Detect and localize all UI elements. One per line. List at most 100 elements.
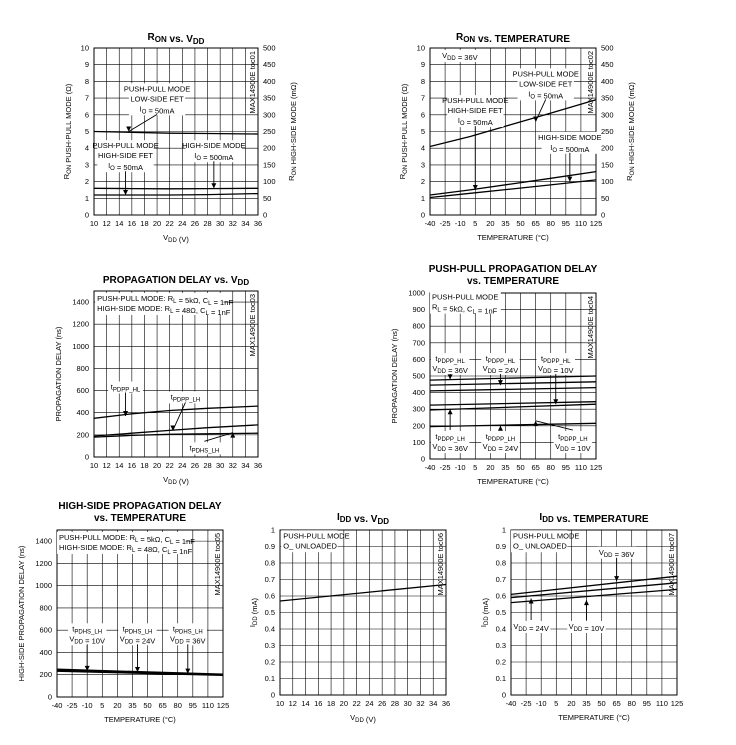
arrow-head xyxy=(497,380,503,386)
x-tick-label: -40 xyxy=(506,699,517,708)
x-tick-label: 22 xyxy=(166,461,174,470)
series-line-1 xyxy=(279,583,447,602)
x-tick-label: 50 xyxy=(597,699,605,708)
x-tick-label: -25 xyxy=(440,463,451,472)
y-tick-label: 0.1 xyxy=(265,674,275,683)
x-tick-label: 28 xyxy=(391,699,399,708)
annotation-text: VDD = 24V xyxy=(483,364,519,375)
y-tick-label: 7 xyxy=(85,94,89,103)
x-axis-label: TEMPERATURE (°C) xyxy=(477,233,549,242)
annotation-text: LOW-SIDE FET xyxy=(130,94,184,103)
y2-tick-label: 200 xyxy=(601,144,614,153)
x-tick-label: 20 xyxy=(486,463,494,472)
chart-title: IDD vs. TEMPERATURE xyxy=(539,512,649,525)
x-tick-label: 125 xyxy=(671,699,684,708)
y-tick-label: 1200 xyxy=(35,559,52,568)
annotation-text: tPDHS_LH xyxy=(173,624,203,635)
annotation-text: LOW-SIDE FET xyxy=(519,79,573,88)
series-line-5 xyxy=(429,403,597,411)
y-tick-label: 5 xyxy=(85,127,89,136)
annotation-text: IO = 50mA xyxy=(458,116,493,127)
y-tick-label: 9 xyxy=(421,60,425,69)
y2-tick-label: 400 xyxy=(263,77,276,86)
annotation-text: VDD = 10V xyxy=(555,442,591,453)
part-code: MAX14900E toc03 xyxy=(248,294,257,357)
x-tick-label: 34 xyxy=(241,461,249,470)
annotation-text: tPDPP_HL xyxy=(111,382,141,393)
x-tick-label: 20 xyxy=(153,219,161,228)
plot-frame xyxy=(279,529,447,696)
y-tick-label: 200 xyxy=(76,430,89,439)
y-tick-label: 0.6 xyxy=(265,592,275,601)
y-tick-label: 0.8 xyxy=(265,559,275,568)
arrow-head xyxy=(123,189,129,195)
x-tick-label: -25 xyxy=(67,701,78,710)
x-tick-label: 32 xyxy=(229,219,237,228)
arrow-head xyxy=(134,666,140,672)
y-tick-label: 3 xyxy=(85,160,89,169)
y-tick-label: 2 xyxy=(85,177,89,186)
annotation-text: tPDPP_LH xyxy=(486,432,515,443)
y2-tick-label: 200 xyxy=(263,144,276,153)
series-line-3 xyxy=(429,179,597,199)
x-tick-label: 14 xyxy=(115,219,123,228)
chart-title: HIGH-SIDE PROPAGATION DELAY xyxy=(58,501,221,512)
x-tick-label: -40 xyxy=(52,701,63,710)
y-tick-label: 500 xyxy=(412,372,425,381)
y2-tick-label: 50 xyxy=(601,194,609,203)
x-axis-label: TEMPERATURE (°C) xyxy=(558,713,630,722)
x-tick-label: 36 xyxy=(254,461,262,470)
y-tick-label: 7 xyxy=(421,94,425,103)
arrow-head xyxy=(211,183,217,189)
plot-frame xyxy=(510,529,678,696)
annotation-bg xyxy=(447,95,504,128)
annotation-text: O_ UNLOADED xyxy=(283,541,337,550)
annotation-bg xyxy=(281,530,338,553)
arrow-head xyxy=(447,374,453,380)
x-tick-label: 16 xyxy=(314,699,322,708)
y-tick-label: 1400 xyxy=(72,298,89,307)
y-tick-label: 600 xyxy=(76,386,89,395)
x-tick-label: 12 xyxy=(289,699,297,708)
annotation-bg xyxy=(97,140,154,173)
annotation-bg xyxy=(541,131,599,154)
x-tick-label: 35 xyxy=(582,699,590,708)
y-axis-label: RON PUSH-PULL MODE (Ω) xyxy=(62,83,73,179)
y2-tick-label: 50 xyxy=(263,194,271,203)
part-code: MAX14900E toc02 xyxy=(586,51,595,114)
arrow-head xyxy=(84,665,90,671)
y-tick-label: 5 xyxy=(421,127,425,136)
annotation-text: VDD = 10V xyxy=(569,622,605,633)
y-tick-label: 0.8 xyxy=(496,559,506,568)
plot-frame xyxy=(56,529,224,698)
x-tick-label: 18 xyxy=(140,219,148,228)
x-tick-label: 30 xyxy=(404,699,412,708)
annotation-bg xyxy=(67,623,107,646)
y2-tick-label: 250 xyxy=(601,127,614,136)
series-line-2 xyxy=(93,187,259,190)
annotation-bg xyxy=(186,442,222,455)
y-tick-label: 0.4 xyxy=(265,625,275,634)
part-code: MAX14900E toc06 xyxy=(436,533,445,596)
series-line-2 xyxy=(429,170,597,196)
plot-frame xyxy=(429,47,597,216)
annotation-text: tPDHS_LH xyxy=(123,624,153,635)
arrow-head xyxy=(447,409,453,415)
y-tick-label: 1 xyxy=(502,526,506,535)
y-tick-label: 1200 xyxy=(72,320,89,329)
y-tick-label: 6 xyxy=(85,110,89,119)
series-line-3 xyxy=(429,386,597,392)
arrow-head xyxy=(123,411,129,417)
annotation-text: VDD = 10V xyxy=(538,364,574,375)
x-tick-label: 28 xyxy=(203,461,211,470)
y-tick-label: 0 xyxy=(48,693,52,702)
x-axis-label: VDD (V) xyxy=(350,713,376,724)
x-tick-label: 30 xyxy=(216,219,224,228)
y-tick-label: 1000 xyxy=(408,289,425,298)
annotation-bg xyxy=(430,291,501,314)
chart-title: IDD vs. VDD xyxy=(337,512,389,526)
y2-tick-label: 250 xyxy=(263,127,276,136)
y-tick-label: 0.7 xyxy=(265,575,275,584)
